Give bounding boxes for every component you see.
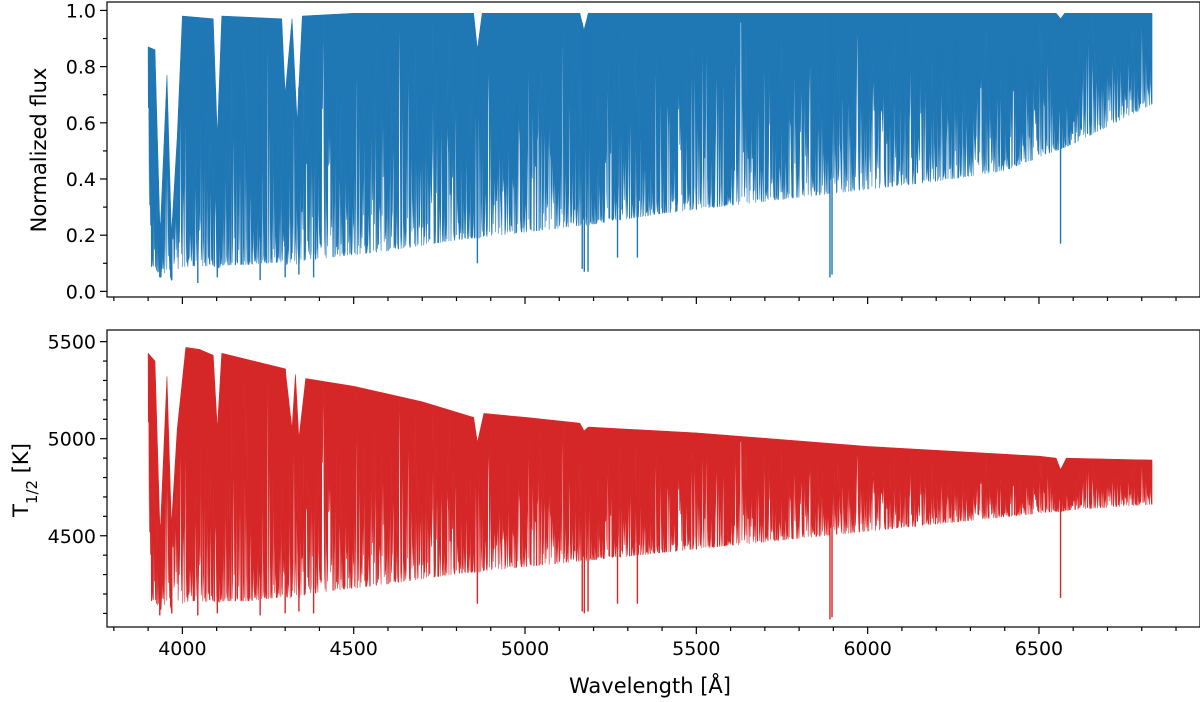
temperature-axis-ticks: 4000 4500 5000 5500 6000 6500 4500 5000 5500	[48, 332, 1177, 660]
flux-y-tick-label: 1.0	[66, 0, 96, 22]
flux-y-tick-label: 0.8	[66, 57, 96, 79]
flux-y-tick-label: 0.4	[66, 169, 96, 191]
x-tick-label: 6000	[843, 638, 891, 660]
flux-y-tick-label: 0.2	[66, 225, 96, 247]
temperature-plot-area	[147, 347, 1153, 620]
x-tick-label: 5500	[672, 638, 720, 660]
flux-y-tick-label: 0.6	[66, 113, 96, 135]
temperature-y-axis-label: T1/2 [K]	[9, 443, 41, 518]
flux-spectrum-series	[147, 12, 1153, 281]
temperature-y-tick-label: 5000	[48, 429, 96, 451]
flux-axis-ticks: 0.0 0.2 0.4 0.6 0.8 1.0	[66, 0, 1177, 304]
x-tick-label: 6500	[1015, 638, 1063, 660]
flux-y-tick-label: 0.0	[66, 281, 96, 303]
flux-axes-frame	[106, 1, 1200, 298]
flux-plot-area	[147, 12, 1153, 283]
temperature-spectrum-series	[147, 347, 1153, 611]
temperature-y-tick-label: 4500	[48, 526, 96, 548]
flux-y-axis-label: Normalized flux	[27, 68, 51, 233]
temperature-axes-frame	[106, 329, 1200, 628]
x-tick-label: 4500	[330, 638, 378, 660]
x-tick-label: 5000	[501, 638, 549, 660]
x-tick-label: 4000	[158, 638, 206, 660]
wavelength-x-axis-label: Wavelength [Å]	[569, 672, 731, 698]
temperature-panel: 4000 4500 5000 5500 6000 6500 4500 5000 5500 T1/…	[9, 329, 1200, 698]
flux-panel: 0.0 0.2 0.4 0.6 0.8 1.0 Normalized flux	[27, 0, 1200, 304]
temperature-y-tick-label: 5500	[48, 332, 96, 354]
